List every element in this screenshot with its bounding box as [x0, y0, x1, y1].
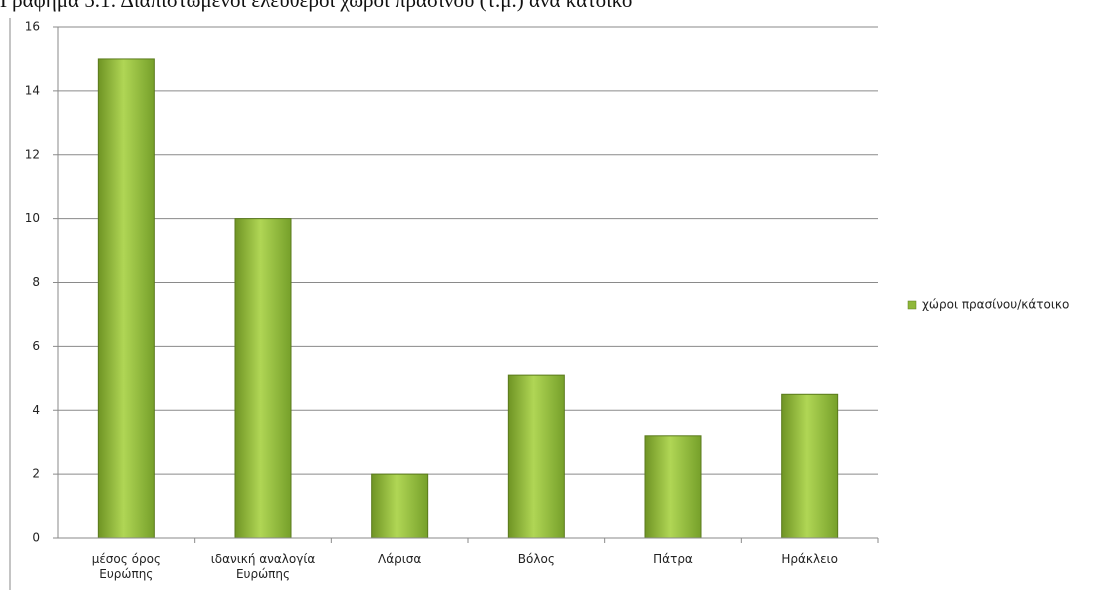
y-tick-label: 10 — [25, 211, 40, 225]
bar — [371, 473, 429, 539]
x-tick-label: Ηράκλειο — [781, 552, 838, 566]
y-tick-label: 12 — [25, 147, 40, 161]
bar — [781, 393, 839, 539]
x-tick-label: ιδανική αναλογία Ευρώπης — [210, 552, 316, 581]
bar — [97, 58, 155, 539]
bar — [644, 435, 702, 539]
legend-label: χώροι πρασίνου/κάτοικο — [922, 298, 1069, 312]
y-tick-label: 6 — [32, 339, 40, 353]
bar — [234, 218, 292, 539]
x-tick-label: Λάρισα — [378, 552, 422, 566]
x-tick-label: Πάτρα — [653, 552, 693, 566]
x-tick-label: μέσος όρος Ευρώπης — [91, 552, 161, 581]
legend-swatch — [907, 300, 917, 310]
x-tick-label: Βόλος — [517, 552, 555, 566]
bar — [507, 374, 565, 539]
y-tick-label: 14 — [25, 83, 40, 97]
chart-title: Γράφημα 5.1: Διαπιστωμένοι ελεύθεροι χώρ… — [0, 0, 633, 12]
y-tick-label: 8 — [32, 275, 40, 289]
y-tick-label: 4 — [32, 403, 40, 417]
y-tick-label: 2 — [32, 467, 40, 481]
y-tick-label: 0 — [32, 531, 40, 545]
y-tick-label: 16 — [25, 20, 40, 34]
